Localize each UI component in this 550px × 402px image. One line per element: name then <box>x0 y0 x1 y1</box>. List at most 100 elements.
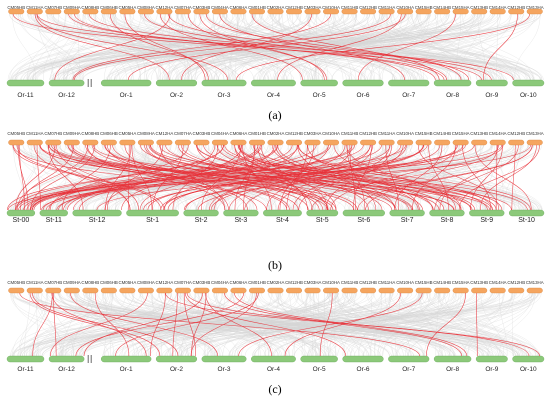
top-chromosome <box>434 139 451 146</box>
red-link <box>495 144 498 211</box>
gray-link <box>230 13 420 81</box>
gray-link <box>94 13 269 81</box>
top-chromosome <box>286 139 302 146</box>
gray-link <box>258 292 280 357</box>
gray-link <box>35 13 219 81</box>
top-chromosome <box>452 139 469 146</box>
top-chrom-label: CM14HA <box>489 5 507 10</box>
bottom-chrom-label: Or-11 <box>17 92 34 99</box>
gray-link <box>152 292 162 357</box>
top-chromosome <box>45 8 62 15</box>
gray-link <box>33 13 67 81</box>
red-link <box>75 292 244 357</box>
top-chromosome <box>341 287 358 294</box>
gray-link <box>244 292 425 357</box>
top-chromosome <box>508 139 525 146</box>
red-link <box>412 144 456 211</box>
top-chromosome <box>323 287 340 294</box>
top-chrom-label: CM12HB <box>285 5 303 10</box>
gray-link <box>65 292 114 357</box>
red-link <box>96 144 532 211</box>
bottom-chrom-label: Or-10 <box>520 92 537 99</box>
gray-link <box>367 292 514 357</box>
top-chromosome <box>119 8 136 15</box>
top-chrom-label: CM15HA <box>452 280 470 285</box>
gray-link <box>36 292 92 357</box>
top-chromosome <box>230 8 247 15</box>
top-chromosome <box>397 287 414 294</box>
top-chromosome <box>286 8 302 15</box>
top-chromosome <box>193 8 210 15</box>
gray-link <box>76 292 541 357</box>
top-chromosome <box>211 8 228 15</box>
top-chrom-label: CM04HA <box>211 280 229 285</box>
top-chrom-label: CM12HA <box>155 280 173 285</box>
red-links <box>7 144 540 211</box>
gray-link <box>354 13 531 81</box>
top-chrom-label: CM07HB <box>44 131 62 136</box>
top-chrom-label: CM11HA <box>378 280 396 285</box>
red-link <box>439 144 499 211</box>
red-link <box>15 144 56 211</box>
bottom-chrom-label: St-7 <box>401 217 414 224</box>
bottom-chromosome <box>433 355 472 363</box>
gray-link <box>73 13 261 81</box>
gray-link <box>216 292 375 357</box>
gray-link <box>12 292 62 357</box>
gray-link <box>122 13 475 81</box>
red-link <box>181 13 312 81</box>
top-chromosome <box>193 287 210 294</box>
panel-b: CM05HB CM11HA CM07HB CM09HA CM08HB CM06HB CM05… <box>6 131 545 224</box>
top-chromosome <box>397 8 414 15</box>
gray-link <box>173 144 223 211</box>
bottom-chromosome <box>126 209 179 217</box>
gray-link <box>65 144 514 211</box>
bottom-chrom-label: Or-2 <box>170 92 183 99</box>
top-chromosome <box>286 287 302 294</box>
red-link <box>51 292 147 357</box>
red-link <box>94 292 130 357</box>
red-link <box>150 144 493 211</box>
gray-link <box>39 144 186 211</box>
gray-link <box>11 292 535 357</box>
top-chromosome <box>156 287 173 294</box>
bottom-chromosome <box>251 355 296 363</box>
top-chromosome <box>137 139 154 146</box>
red-link <box>428 144 449 211</box>
top-chromosome <box>63 287 80 294</box>
bottom-chrom-label: Or-6 <box>357 366 370 373</box>
panel-b-label: (b) <box>268 258 282 272</box>
red-link <box>483 13 518 81</box>
gray-link <box>87 13 542 81</box>
red-link <box>330 144 457 211</box>
top-chrom-label: CM10HA <box>396 280 414 285</box>
top-chromosome <box>82 8 99 15</box>
gray-link <box>68 292 231 357</box>
gray-link <box>66 292 409 357</box>
gray-link <box>10 13 179 81</box>
top-chrom-label: CM13HA <box>526 280 544 285</box>
gray-link <box>150 292 189 357</box>
gray-link <box>123 292 517 357</box>
bottom-chromosome <box>475 79 508 87</box>
gray-link <box>226 292 498 357</box>
red-link <box>333 144 462 211</box>
gray-link <box>207 13 522 81</box>
bottom-chrom-label: St-10 <box>518 217 535 224</box>
gray-link <box>86 292 266 357</box>
red-link <box>184 292 346 357</box>
gray-link <box>217 13 466 81</box>
red-link <box>167 144 371 211</box>
top-chrom-label: CM01HB <box>248 5 266 10</box>
bottom-chrom-label: Or-5 <box>313 366 326 373</box>
top-chromosome <box>267 8 284 15</box>
gray-link <box>133 144 139 211</box>
red-link <box>187 13 327 81</box>
red-link <box>48 144 261 211</box>
top-chrom-label: CM02HA <box>267 131 285 136</box>
panel-c-label: (c) <box>268 382 282 396</box>
top-chrom-label: CM12HB <box>507 131 525 136</box>
bottom-chromosome <box>389 209 425 217</box>
red-link <box>168 13 470 81</box>
red-link <box>72 144 262 211</box>
